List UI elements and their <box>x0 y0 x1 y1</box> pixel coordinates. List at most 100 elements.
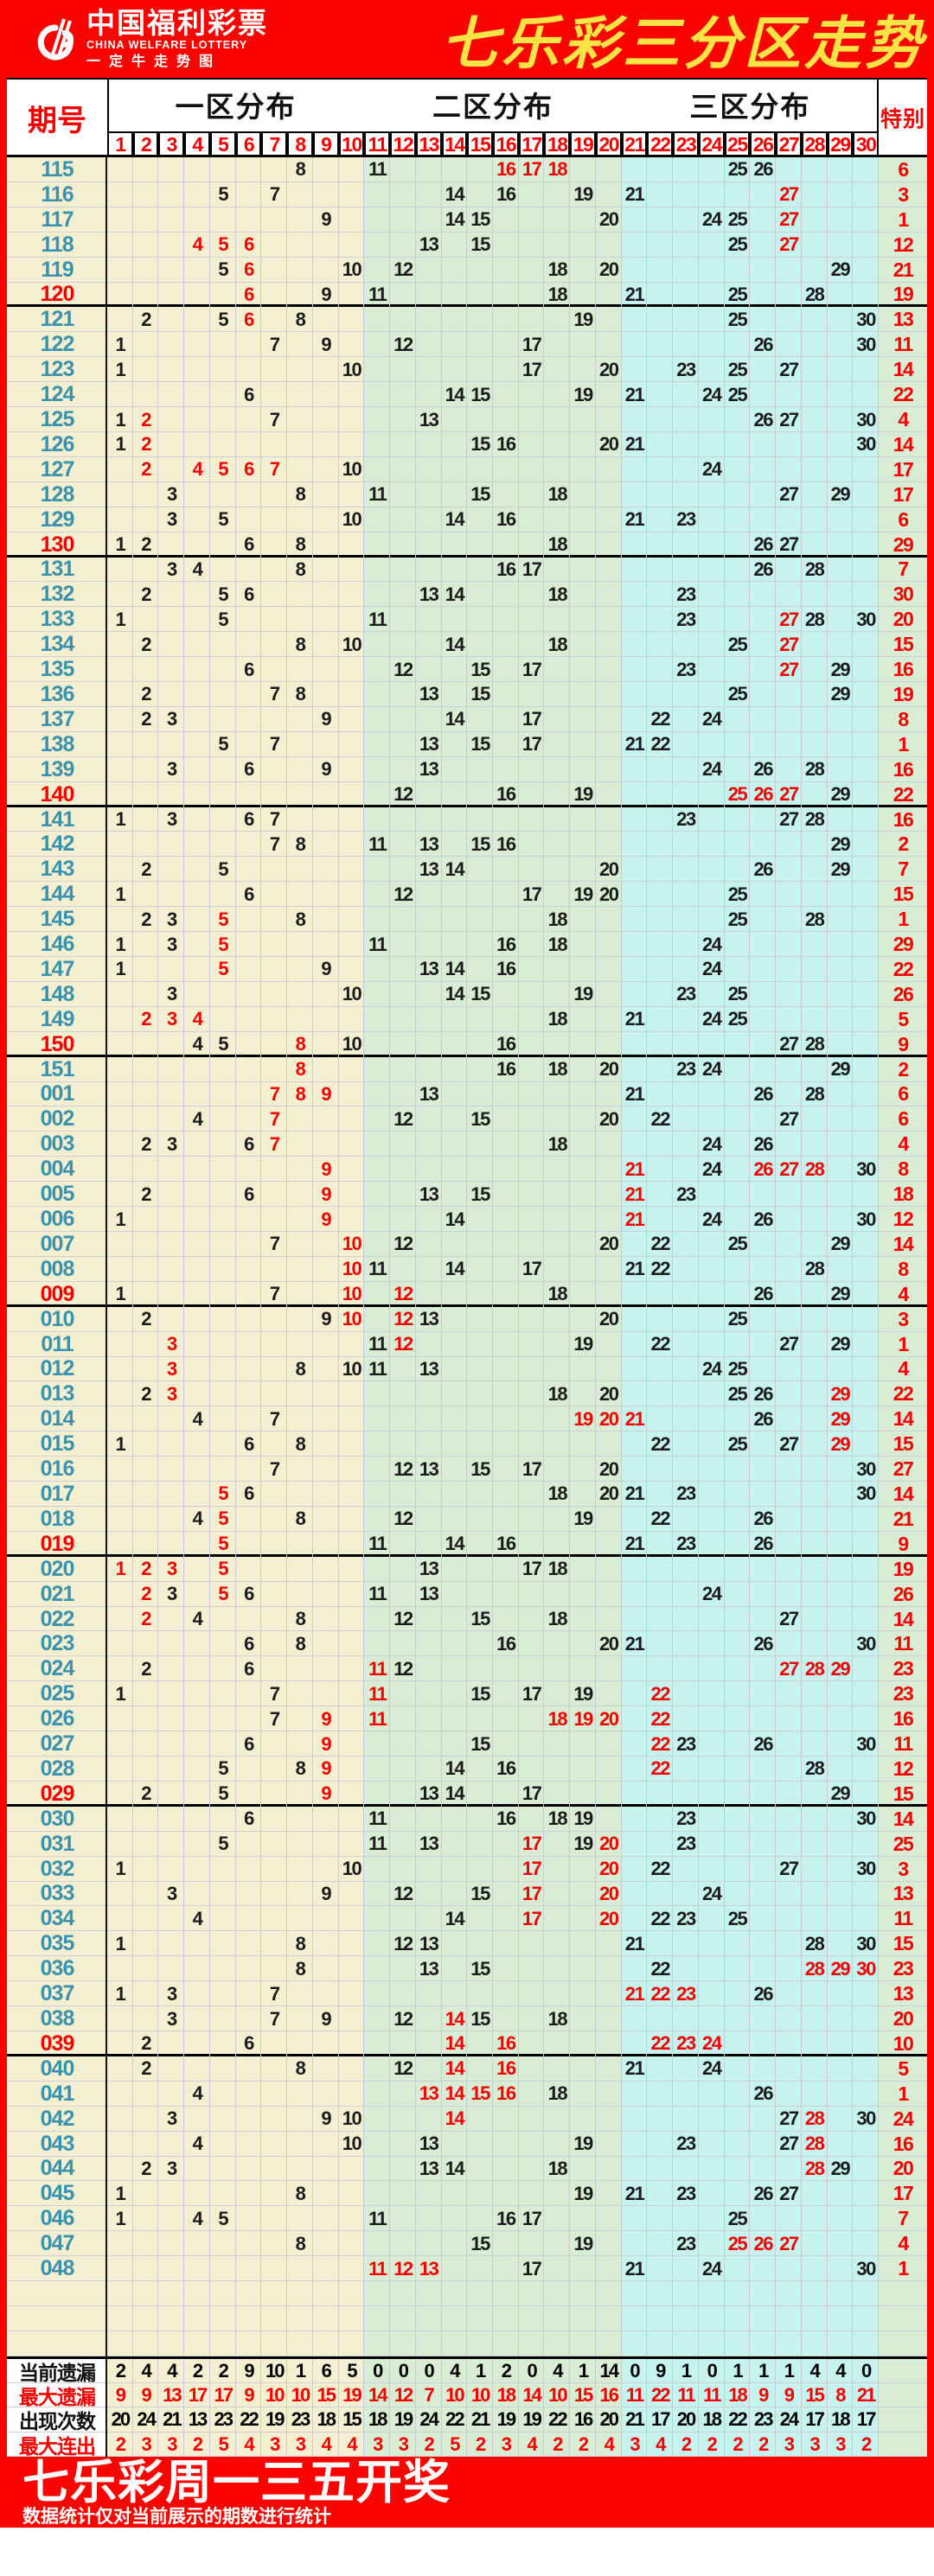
number-cell <box>673 1781 699 1807</box>
number-cell <box>853 2305 879 2331</box>
number-cell <box>673 431 699 457</box>
number-cell <box>209 1281 236 1307</box>
number-cell <box>570 2006 596 2031</box>
number-cell <box>493 1931 519 1957</box>
issue-cell: 150 <box>7 1031 107 1057</box>
stats-cell: 0 <box>698 2358 725 2383</box>
number-cell <box>853 1182 879 1208</box>
number-cell: 23 <box>673 981 699 1007</box>
number-cell <box>673 1931 699 1957</box>
number-cell <box>493 1482 519 1507</box>
number-cell <box>441 1831 468 1857</box>
number-cell <box>441 2305 468 2331</box>
number-cell <box>261 257 288 283</box>
stats-cell: 2 <box>544 2432 571 2457</box>
number-cell: 9 <box>312 1781 339 1807</box>
number-cell <box>158 1681 185 1707</box>
special-cell: 22 <box>879 781 927 807</box>
number-cell <box>261 1606 288 1632</box>
table-row: 032 1 10 17 20 22 27 30 3 <box>7 1856 927 1882</box>
number-cell <box>184 1731 210 1757</box>
number-cell <box>724 607 751 633</box>
number-cell <box>518 2006 545 2031</box>
number-cell <box>158 682 185 707</box>
number-cell <box>544 1406 571 1432</box>
number-cell <box>132 257 159 283</box>
number-cell: 22 <box>647 1331 674 1357</box>
number-cell <box>776 2331 802 2356</box>
number-cell: 24 <box>698 1006 725 1032</box>
number-cell <box>390 1556 416 1582</box>
number-cell <box>750 1056 777 1082</box>
special-cell: 11 <box>879 1631 927 1657</box>
number-cell <box>364 907 391 933</box>
number-cell <box>750 1681 777 1707</box>
number-cell <box>184 682 210 707</box>
number-cell <box>261 2331 288 2356</box>
number-cell <box>673 731 699 757</box>
number-cell <box>647 1006 674 1032</box>
number-cell: 22 <box>647 1856 674 1882</box>
number-cell <box>441 1356 468 1382</box>
number-cell <box>132 1831 159 1857</box>
number-cell: 23 <box>673 2131 699 2157</box>
number-cell <box>647 657 674 683</box>
special-cell: 21 <box>879 257 927 283</box>
number-cell: 13 <box>415 2256 442 2282</box>
number-cell <box>184 756 210 782</box>
number-cell <box>827 1081 854 1107</box>
number-cell <box>724 1956 751 1982</box>
number-cell <box>827 731 854 757</box>
number-cell <box>647 1306 674 1332</box>
number-cell <box>544 1506 571 1532</box>
number-cell <box>493 1331 519 1357</box>
number-cell <box>595 1931 622 1957</box>
number-cell <box>364 2006 391 2031</box>
number-cell <box>415 431 442 457</box>
number-cell <box>518 1031 545 1057</box>
number-cell: 30 <box>853 1207 879 1232</box>
number-cell <box>544 781 571 807</box>
number-cell <box>647 882 674 908</box>
number-cell <box>570 1656 596 1682</box>
number-cell <box>518 257 545 283</box>
number-cell: 14 <box>441 957 468 982</box>
number-cell <box>853 1031 879 1057</box>
number-cell <box>312 1656 339 1682</box>
number-cell <box>390 2331 416 2356</box>
number-cell <box>724 1631 751 1657</box>
number-cell <box>158 632 185 658</box>
number-cell <box>801 456 828 482</box>
number-cell <box>467 882 493 908</box>
number-cell <box>441 1656 468 1682</box>
number-cell <box>390 2181 416 2207</box>
number-cell <box>698 1331 725 1357</box>
number-cell <box>801 1856 828 1882</box>
number-cell <box>518 1431 545 1457</box>
number-cell <box>312 1406 339 1432</box>
number-cell: 2 <box>132 431 159 457</box>
number-cell <box>827 1881 854 1907</box>
number-cell <box>801 1356 828 1382</box>
number-cell <box>595 2281 622 2306</box>
number-cell <box>390 1406 416 1432</box>
number-cell <box>750 607 777 633</box>
number-cell <box>750 932 777 957</box>
number-cell <box>647 1132 674 1157</box>
number-cell <box>544 407 571 432</box>
number-cell <box>570 1631 596 1657</box>
number-cell <box>390 857 416 883</box>
number-cell: 21 <box>621 282 648 308</box>
number-cell <box>261 557 288 583</box>
number-cell <box>621 1906 648 1932</box>
number-cell: 27 <box>776 1106 802 1132</box>
table-row: 023 6 8 16 20 21 26 30 11 <box>7 1631 927 1657</box>
number-cell <box>698 2305 725 2331</box>
number-cell <box>364 1056 391 1082</box>
special-cell: 4 <box>879 2231 927 2257</box>
number-cell <box>158 1856 185 1882</box>
number-cell: 21 <box>621 1157 648 1183</box>
number-cell: 27 <box>776 1431 802 1457</box>
number-cell <box>467 1281 493 1307</box>
special-cell: 14 <box>879 1231 927 1257</box>
